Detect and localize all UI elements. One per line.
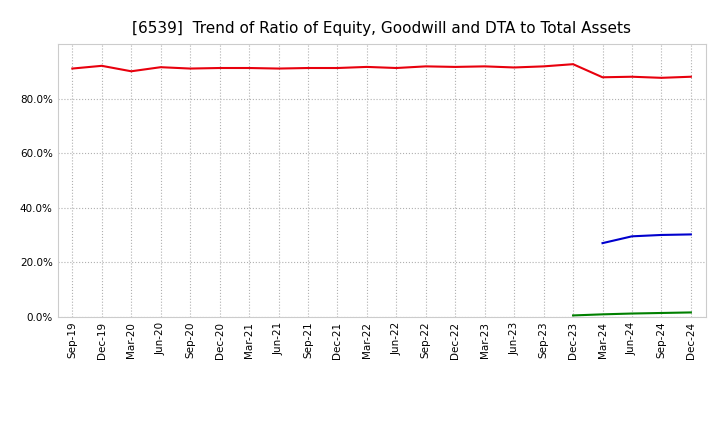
Equity	[657, 75, 666, 81]
Deferred Tax Assets	[569, 313, 577, 318]
Equity	[274, 66, 283, 71]
Equity	[127, 69, 135, 74]
Equity	[451, 64, 459, 70]
Title: [6539]  Trend of Ratio of Equity, Goodwill and DTA to Total Assets: [6539] Trend of Ratio of Equity, Goodwil…	[132, 21, 631, 36]
Equity	[363, 64, 372, 70]
Equity	[539, 64, 548, 69]
Equity	[569, 62, 577, 67]
Equity	[68, 66, 76, 71]
Equity	[687, 74, 696, 79]
Goodwill	[687, 232, 696, 237]
Line: Goodwill: Goodwill	[603, 235, 691, 243]
Goodwill	[598, 241, 607, 246]
Equity	[156, 65, 165, 70]
Equity	[304, 66, 312, 71]
Equity	[245, 66, 253, 71]
Equity	[510, 65, 518, 70]
Equity	[392, 66, 400, 71]
Line: Equity: Equity	[72, 64, 691, 78]
Equity	[97, 63, 106, 69]
Equity	[628, 74, 636, 79]
Equity	[480, 64, 489, 69]
Line: Deferred Tax Assets: Deferred Tax Assets	[573, 312, 691, 315]
Equity	[215, 66, 224, 71]
Deferred Tax Assets	[687, 310, 696, 315]
Equity	[333, 66, 342, 71]
Equity	[421, 64, 430, 69]
Deferred Tax Assets	[598, 312, 607, 317]
Deferred Tax Assets	[657, 310, 666, 315]
Legend: Equity, Goodwill, Deferred Tax Assets: Equity, Goodwill, Deferred Tax Assets	[187, 438, 576, 440]
Goodwill	[657, 232, 666, 238]
Equity	[186, 66, 194, 71]
Equity	[598, 75, 607, 80]
Deferred Tax Assets	[628, 311, 636, 316]
Goodwill	[628, 234, 636, 239]
